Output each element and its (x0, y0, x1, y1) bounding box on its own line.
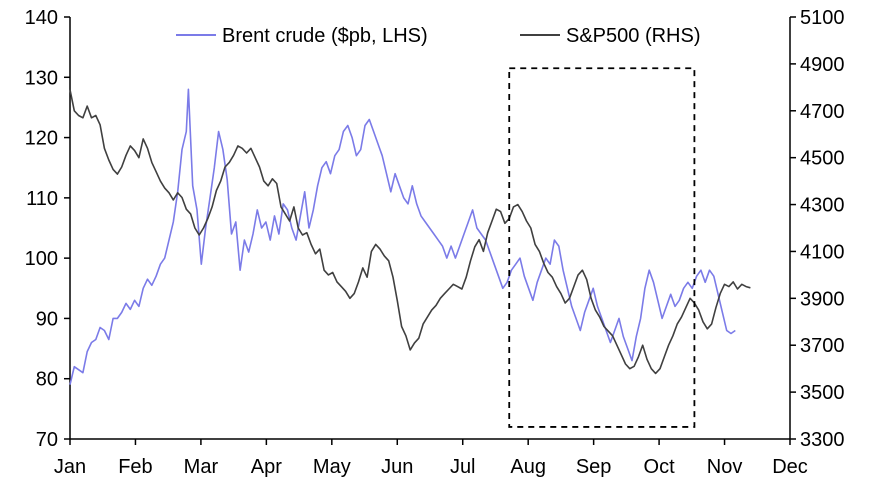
highlight-box-layer (508, 67, 696, 428)
right-tick-label: 3700 (800, 335, 845, 357)
highlight-box (508, 67, 696, 428)
x-tick-label: Jan (54, 456, 86, 478)
legend-label-sp500: S&P500 (RHS) (566, 25, 701, 47)
axes: 70 80 90 100 110 120 130 140 3300 3500 3700 3900 410… (25, 7, 845, 478)
x-tick-label: Aug (510, 456, 546, 478)
right-tick-label: 3900 (800, 288, 845, 310)
x-tick-label: Jun (381, 456, 413, 478)
x-tick-label: Apr (251, 456, 282, 478)
left-tick-label: 100 (25, 248, 58, 270)
series-line-sp500 (69, 89, 751, 375)
left-tick-label: 90 (36, 308, 58, 330)
left-tick-label: 70 (36, 429, 58, 451)
x-tick-label: Feb (118, 456, 152, 478)
right-tick-label: 5100 (800, 7, 845, 29)
x-tick-label: Oct (644, 456, 676, 478)
x-tick-label: Nov (707, 456, 743, 478)
right-tick-label: 4300 (800, 195, 845, 217)
right-tick-label: 4500 (800, 148, 845, 170)
left-tick-label: 130 (25, 67, 58, 89)
legend: Brent crude ($pb, LHS) S&P500 (RHS) (176, 25, 701, 47)
right-tick-label: 4900 (800, 54, 845, 76)
left-tick-label: 80 (36, 369, 58, 391)
right-tick-label: 3300 (800, 429, 845, 451)
legend-label-brent: Brent crude ($pb, LHS) (222, 25, 428, 47)
series-layer (69, 88, 751, 385)
left-tick-label: 140 (25, 7, 58, 29)
x-tick-label: Dec (772, 456, 808, 478)
series-line-brent (69, 88, 736, 385)
x-tick-label: Jul (450, 456, 476, 478)
x-tick-label: Mar (184, 456, 219, 478)
left-tick-label: 120 (25, 128, 58, 150)
x-tick-label: Sep (576, 456, 612, 478)
right-tick-label: 4700 (800, 101, 845, 123)
right-tick-label: 4100 (800, 241, 845, 263)
right-tick-label: 3500 (800, 382, 845, 404)
left-tick-label: 110 (26, 188, 58, 210)
x-tick-label: May (313, 456, 351, 478)
